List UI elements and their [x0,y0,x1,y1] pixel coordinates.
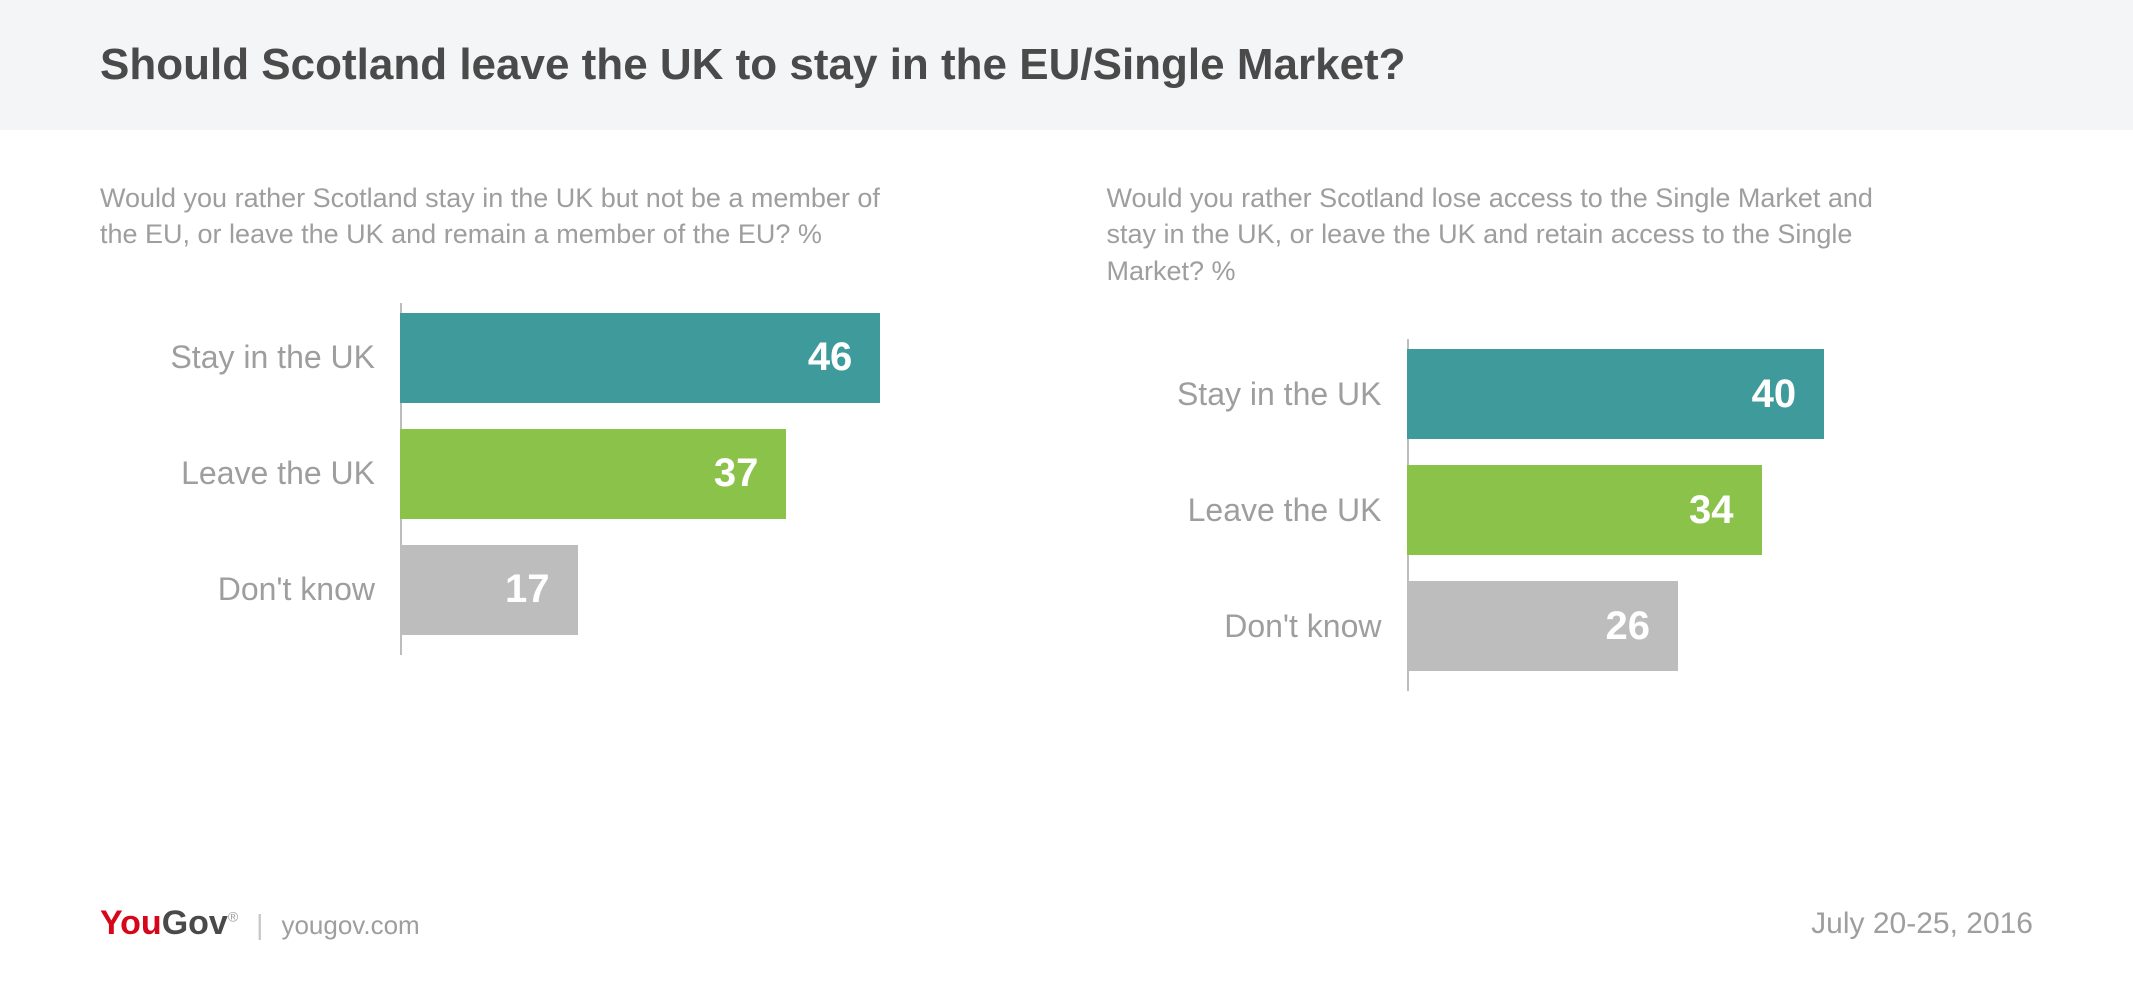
logo-you: You [100,904,162,942]
bar-track: 37 [400,429,1027,519]
bar-row: Don't know 17 [100,545,1027,635]
title-bar: Should Scotland leave the UK to stay in … [0,0,2133,130]
bar-stay: 46 [400,313,880,403]
bar-row: Leave the UK 37 [100,429,1027,519]
logo-reg-mark: ® [228,909,238,925]
chart-title: Should Scotland leave the UK to stay in … [100,40,2063,90]
bar-value: 40 [1752,372,1797,417]
bar-track: 46 [400,313,1027,403]
bar-value: 34 [1689,488,1734,533]
bars-right: Stay in the UK 40 Leave the UK 34 [1107,349,2034,671]
bar-row: Don't know 26 [1107,581,2034,671]
bar-value: 37 [714,451,759,496]
bar-leave: 37 [400,429,786,519]
bar-row: Stay in the UK 46 [100,313,1027,403]
footer: YouGov® | yougov.com July 20-25, 2016 [100,904,2033,943]
bar-track: 17 [400,545,1027,635]
footer-site: yougov.com [281,910,419,941]
bar-label: Stay in the UK [100,339,400,376]
footer-date: July 20-25, 2016 [1811,907,2033,941]
bar-value: 26 [1605,604,1650,649]
yougov-logo: YouGov® [100,904,238,943]
bar-track: 40 [1407,349,2034,439]
bar-stay: 40 [1407,349,1825,439]
bar-leave: 34 [1407,465,1762,555]
bar-value: 17 [505,567,550,612]
bar-dontknow: 17 [400,545,578,635]
chart-panel-left: Would you rather Scotland stay in the UK… [100,180,1027,697]
bar-label: Stay in the UK [1107,376,1407,413]
chart-container: Should Scotland leave the UK to stay in … [0,0,2133,983]
question-left: Would you rather Scotland stay in the UK… [100,180,880,253]
bars-left: Stay in the UK 46 Leave the UK 37 [100,313,1027,635]
bar-label: Leave the UK [100,455,400,492]
logo-block: YouGov® | yougov.com [100,904,420,943]
question-right: Would you rather Scotland lose access to… [1107,180,1887,289]
bar-value: 46 [808,335,853,380]
bar-track: 34 [1407,465,2034,555]
bar-track: 26 [1407,581,2034,671]
bar-row: Leave the UK 34 [1107,465,2034,555]
bar-label: Leave the UK [1107,492,1407,529]
chart-panel-right: Would you rather Scotland lose access to… [1107,180,2034,697]
footer-divider: | [256,909,263,941]
bar-row: Stay in the UK 40 [1107,349,2034,439]
bar-label: Don't know [1107,608,1407,645]
bar-label: Don't know [100,571,400,608]
logo-gov: Gov [162,904,228,942]
charts-row: Would you rather Scotland stay in the UK… [0,130,2133,717]
bar-dontknow: 26 [1407,581,1678,671]
